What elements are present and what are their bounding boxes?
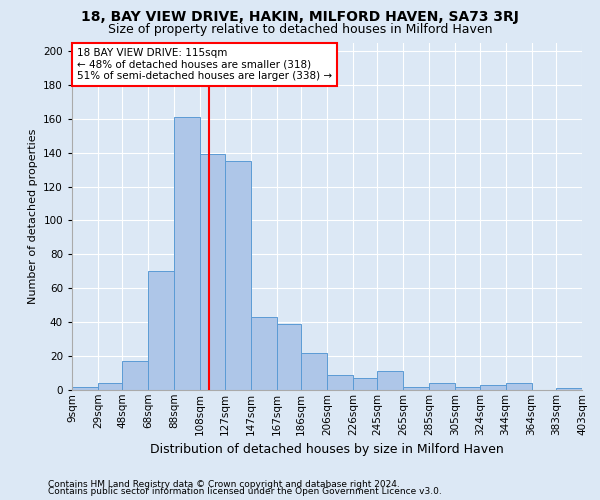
Bar: [277, 324, 301, 390]
Bar: [377, 372, 403, 390]
Text: 18, BAY VIEW DRIVE, HAKIN, MILFORD HAVEN, SA73 3RJ: 18, BAY VIEW DRIVE, HAKIN, MILFORD HAVEN…: [81, 10, 519, 24]
Bar: [403, 386, 429, 390]
Bar: [174, 117, 200, 390]
Text: 18 BAY VIEW DRIVE: 115sqm
← 48% of detached houses are smaller (318)
51% of semi: 18 BAY VIEW DRIVE: 115sqm ← 48% of detac…: [77, 48, 332, 81]
Text: Contains public sector information licensed under the Open Government Licence v3: Contains public sector information licen…: [48, 487, 442, 496]
Bar: [455, 386, 480, 390]
Bar: [301, 352, 327, 390]
X-axis label: Distribution of detached houses by size in Milford Haven: Distribution of detached houses by size …: [150, 443, 504, 456]
Bar: [148, 272, 174, 390]
Bar: [353, 378, 377, 390]
Bar: [200, 154, 225, 390]
Bar: [122, 361, 148, 390]
Bar: [98, 383, 122, 390]
Bar: [72, 386, 98, 390]
Bar: [556, 388, 582, 390]
Text: Contains HM Land Registry data © Crown copyright and database right 2024.: Contains HM Land Registry data © Crown c…: [48, 480, 400, 489]
Bar: [429, 383, 455, 390]
Y-axis label: Number of detached properties: Number of detached properties: [28, 128, 38, 304]
Text: Size of property relative to detached houses in Milford Haven: Size of property relative to detached ho…: [108, 22, 492, 36]
Bar: [506, 383, 532, 390]
Bar: [251, 317, 277, 390]
Bar: [225, 161, 251, 390]
Bar: [480, 385, 506, 390]
Bar: [327, 374, 353, 390]
